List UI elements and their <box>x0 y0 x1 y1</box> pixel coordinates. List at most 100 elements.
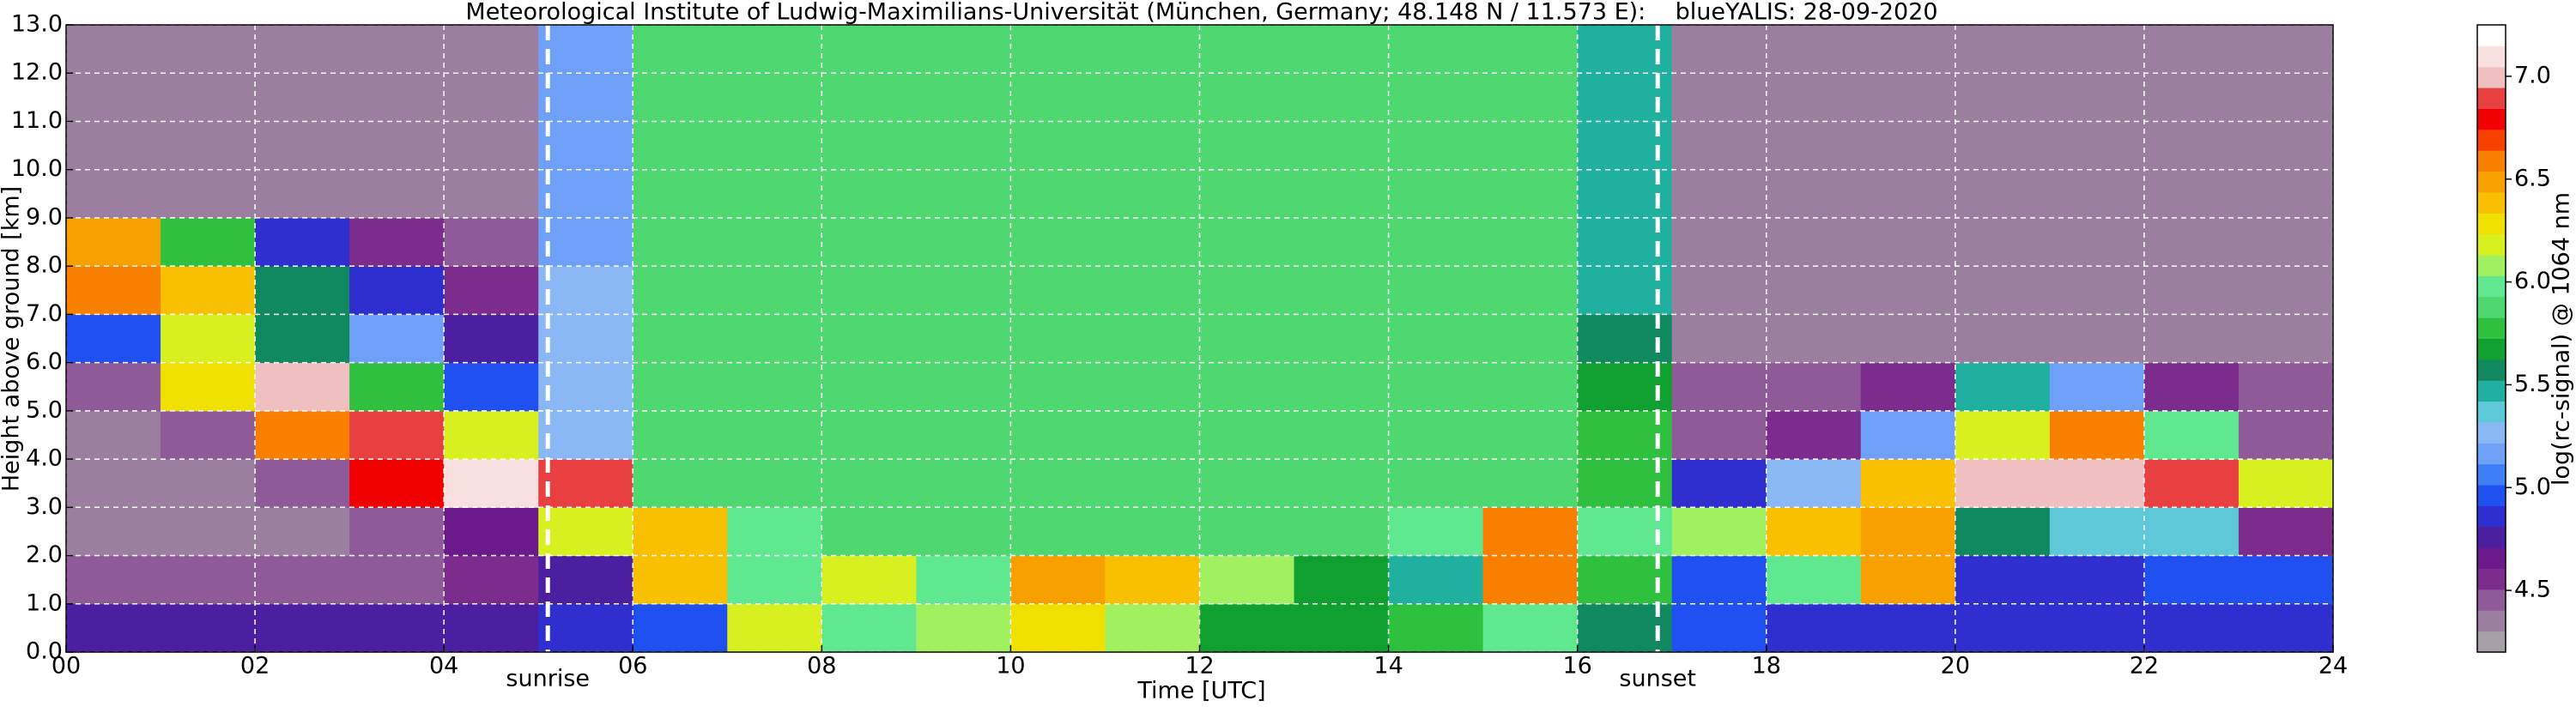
heatmap-cell <box>161 314 256 364</box>
heatmap-cell <box>1766 73 1862 122</box>
heatmap-cell <box>1010 169 1106 219</box>
heatmap-cell <box>444 25 539 74</box>
heatmap-cell <box>1766 507 1862 557</box>
heatmap-cell <box>161 410 256 460</box>
y-tick-label: 7.0 <box>26 300 63 327</box>
heatmap-cell <box>349 459 445 508</box>
heatmap-cell <box>1482 603 1579 653</box>
heatmap-cell <box>916 266 1011 315</box>
y-tick-label: 4.0 <box>26 445 63 472</box>
heatmap-cell <box>1482 362 1579 412</box>
heatmap-cell <box>2238 507 2334 557</box>
heatmap-cell <box>1671 217 1767 267</box>
colorbar-swatch <box>2477 401 2506 423</box>
colorbar-swatch <box>2477 589 2506 611</box>
heatmap-cell <box>916 603 1011 653</box>
heatmap-cell <box>444 169 539 219</box>
heatmap-cell <box>161 459 256 508</box>
heatmap-cell <box>1105 410 1200 460</box>
heatmap-cell <box>444 603 539 653</box>
heatmap-cell <box>2143 217 2240 267</box>
colorbar-swatch <box>2477 108 2506 130</box>
heatmap-cell <box>821 459 917 508</box>
heatmap-cell <box>1199 217 1295 267</box>
heatmap-cell <box>255 507 350 557</box>
heatmap-cell <box>444 410 539 460</box>
heatmap-cell <box>161 73 256 122</box>
heatmap-cell <box>538 362 633 412</box>
heatmap-cell <box>2143 314 2240 364</box>
heatmap-cell <box>1105 217 1200 267</box>
heatmap-cell <box>66 169 161 219</box>
heatmap-cell <box>1294 169 1390 219</box>
heatmap-cell <box>1199 169 1295 219</box>
heatmap-cell <box>1010 555 1106 605</box>
heatmap-cell <box>2238 603 2334 653</box>
colorbar-swatch <box>2477 150 2506 172</box>
heatmap-cell <box>633 73 728 122</box>
heatmap-cell <box>1860 25 1956 74</box>
x-axis-label: Time [UTC] <box>1136 678 1265 704</box>
heatmap-cell <box>1388 169 1484 219</box>
heatmap-cell <box>1388 410 1484 460</box>
heatmap-cell <box>66 73 161 122</box>
colorbar-swatch <box>2477 359 2506 381</box>
heatmap-cell <box>916 121 1011 171</box>
heatmap-cell <box>538 121 633 171</box>
heatmap-cell <box>1955 169 2051 219</box>
x-tick-label: 22 <box>2130 653 2159 680</box>
heatmap-cell <box>1010 314 1106 364</box>
heatmap-cell <box>1294 25 1390 74</box>
heatmap-cell <box>2049 603 2145 653</box>
heatmap-cell <box>1388 459 1484 508</box>
colorbar-swatch <box>2477 463 2506 486</box>
heatmap-cell <box>538 507 633 557</box>
x-tick-label: 00 <box>52 653 81 680</box>
colorbar-swatch <box>2477 505 2506 528</box>
heatmap-cell <box>2238 362 2334 412</box>
heatmap-cell <box>66 362 161 412</box>
heatmap-cell <box>1482 217 1579 267</box>
heatmap-cell <box>2143 266 2240 315</box>
heatmap-cell <box>161 603 256 653</box>
y-tick-label: 10.0 <box>11 155 63 182</box>
x-tick-label: 16 <box>1562 653 1591 680</box>
heatmap-cell <box>1010 73 1106 122</box>
heatmap-cell <box>1199 266 1295 315</box>
heatmap-cell <box>538 73 633 122</box>
heatmap-cell <box>1105 266 1200 315</box>
heatmap-cell <box>2049 507 2145 557</box>
heatmap-cell <box>1766 555 1862 605</box>
heatmap-cell <box>727 507 822 557</box>
annotation-label: sunrise <box>506 666 590 692</box>
heatmap-cell <box>727 217 822 267</box>
heatmap-cell <box>255 459 350 508</box>
colorbar-swatch <box>2477 317 2506 339</box>
heatmap-cell <box>1482 507 1579 557</box>
colorbar-swatch <box>2477 171 2506 193</box>
chart-title: Meteorological Institute of Ludwig-Maxim… <box>465 0 1937 26</box>
heatmap-cell <box>349 266 445 315</box>
heatmap-cell <box>2143 121 2240 171</box>
heatmap-cell <box>727 266 822 315</box>
heatmap-cell <box>916 314 1011 364</box>
heatmap-cell <box>349 603 445 653</box>
heatmap-cell <box>161 507 256 557</box>
x-tick-label: 18 <box>1752 653 1781 680</box>
heatmap-cell <box>916 169 1011 219</box>
heatmap-cell <box>1766 217 1862 267</box>
heatmap-cell <box>1671 314 1767 364</box>
heatmap-cell <box>1105 507 1200 557</box>
colorbar-swatch <box>2477 233 2506 256</box>
heatmap-cell <box>1671 603 1767 653</box>
heatmap-cell <box>633 555 728 605</box>
heatmap-cell <box>1105 73 1200 122</box>
heatmap-cell <box>161 25 256 74</box>
heatmap-cell <box>1860 266 1956 315</box>
heatmap-cell <box>1482 459 1579 508</box>
heatmap-cell <box>1955 555 2051 605</box>
heatmap-cell <box>916 217 1011 267</box>
heatmap-cell <box>633 507 728 557</box>
heatmap-cell <box>1766 362 1862 412</box>
colorbar-swatch <box>2477 66 2506 88</box>
